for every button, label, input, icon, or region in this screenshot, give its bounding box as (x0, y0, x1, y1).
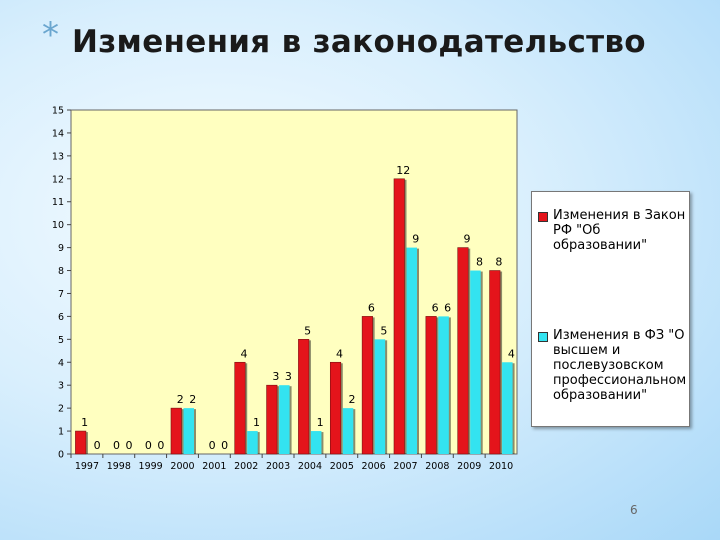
y-tick-label: 12 (52, 174, 64, 185)
x-tick-label: 2008 (425, 461, 449, 472)
bar-series-1 (457, 247, 469, 455)
x-tick-label: 2010 (489, 461, 513, 472)
bar-series-2 (247, 431, 258, 454)
data-label: 2 (349, 393, 356, 406)
bar-series-1 (393, 178, 405, 455)
y-tick-label: 5 (58, 335, 64, 346)
data-label: 1 (317, 416, 324, 429)
bar-series-2 (183, 408, 194, 454)
bar-series-2 (502, 362, 513, 454)
y-tick-label: 8 (58, 266, 64, 277)
data-label: 4 (336, 347, 343, 360)
bar-series-1 (489, 270, 501, 455)
data-label: 0 (94, 439, 101, 452)
bar-series-1 (266, 384, 278, 455)
bar-series-1 (234, 361, 246, 455)
x-tick-label: 1997 (75, 461, 99, 472)
data-label: 4 (240, 347, 247, 360)
x-tick-label: 2009 (457, 461, 481, 472)
x-tick-label: 2000 (170, 461, 194, 472)
title-bullet: * (42, 15, 59, 55)
x-tick-label: 1999 (139, 461, 163, 472)
data-label: 0 (209, 439, 216, 452)
data-label: 1 (81, 416, 88, 429)
data-label: 12 (396, 164, 410, 177)
data-label: 6 (444, 301, 451, 314)
x-tick-label: 2007 (393, 461, 417, 472)
y-tick-label: 11 (52, 197, 64, 208)
bar-series-2 (470, 270, 481, 454)
bar-series-2 (342, 408, 354, 454)
y-tick-label: 2 (58, 404, 64, 415)
bar-series-2 (438, 316, 449, 454)
legend-label-series-1: Изменения в Закон РФ "Об образовании" (553, 208, 686, 253)
bar-series-1 (425, 316, 437, 455)
legend-label-series-2: Изменения в ФЗ "О высшем и послевузовско… (553, 328, 687, 403)
bars (75, 178, 515, 455)
y-tick-label: 15 (52, 106, 64, 117)
data-label: 6 (432, 301, 439, 314)
y-tick-label: 7 (58, 289, 64, 300)
data-label: 0 (126, 439, 133, 452)
y-tick-label: 3 (58, 381, 64, 392)
y-tick-label: 4 (58, 358, 64, 369)
y-tick-label: 10 (52, 220, 64, 231)
y-tick-label: 9 (58, 243, 64, 254)
data-label: 9 (463, 233, 470, 246)
data-label: 3 (272, 370, 279, 383)
y-tick-label: 0 (58, 450, 64, 461)
legend-swatch-series-2 (538, 332, 548, 342)
x-axis: 1997 1998 1999 2000 2001 2002 2003 2004 2005 2006… (70, 454, 513, 472)
bar-series-2 (374, 339, 386, 454)
legend-item-series-1: Изменения в Закон РФ "Об образовании" (538, 208, 693, 253)
data-label: 0 (221, 439, 228, 452)
data-label: 4 (508, 347, 515, 360)
data-label: 2 (189, 393, 196, 406)
data-label: 6 (368, 301, 375, 314)
data-label: 1 (253, 416, 260, 429)
data-label: 9 (412, 233, 419, 246)
legend-swatch-series-1 (538, 212, 548, 222)
data-label: 0 (157, 439, 164, 452)
data-label: 0 (113, 439, 120, 452)
y-tick-label: 6 (58, 312, 64, 323)
bar-series-2 (279, 385, 290, 454)
bar-series-1 (75, 430, 87, 455)
bar-series-1 (298, 339, 310, 455)
bar-series-2 (310, 431, 322, 454)
data-label: 2 (177, 393, 184, 406)
data-label: 5 (380, 324, 387, 337)
data-label: 3 (285, 370, 292, 383)
x-tick-label: 1998 (107, 461, 131, 472)
x-tick-label: 2003 (266, 461, 290, 472)
y-tick-label: 1 (58, 427, 64, 438)
data-label: 8 (495, 256, 502, 269)
y-tick-label: 13 (52, 151, 64, 162)
data-label: 5 (304, 324, 311, 337)
x-tick-label: 2004 (298, 461, 322, 472)
x-tick-label: 2001 (202, 461, 226, 472)
data-label: 0 (145, 439, 152, 452)
slide-title: Изменения в законодательство (72, 24, 646, 60)
page-number: 6 (630, 503, 638, 517)
bar-series-2 (406, 247, 417, 454)
x-tick-label: 2005 (330, 461, 354, 472)
bar-series-1 (329, 361, 342, 455)
x-tick-label: 2006 (362, 461, 386, 472)
legend-item-series-2: Изменения в ФЗ "О высшем и послевузовско… (538, 328, 693, 403)
data-label: 8 (476, 256, 483, 269)
bar-series-1 (361, 316, 373, 455)
legend: Изменения в Закон РФ "Об образовании" Из… (531, 191, 690, 427)
x-tick-label: 2002 (234, 461, 258, 472)
bar-series-1 (170, 407, 182, 455)
y-tick-label: 14 (52, 128, 64, 139)
